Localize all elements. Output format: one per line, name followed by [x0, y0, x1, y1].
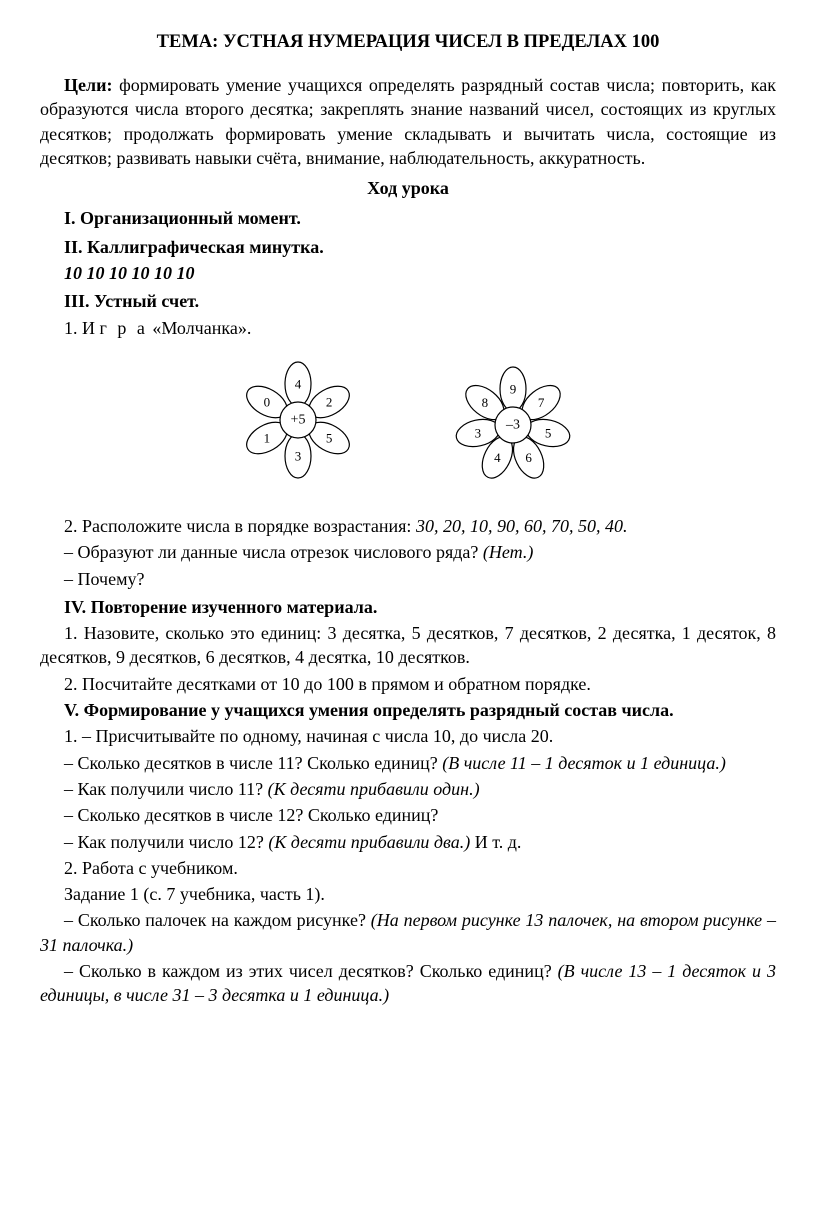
- answer: (Нет.): [483, 542, 533, 562]
- item-4-2: 2. Посчитайте десятками от 10 до 100 в п…: [40, 672, 776, 696]
- item-4-1: 1. Назовите, сколько это единиц: 3 десят…: [40, 621, 776, 670]
- flower-2: 9 756 438 –3: [433, 350, 593, 500]
- section-1: I. Организационный момент.: [40, 206, 776, 230]
- item-3-1-post: «Молчанка».: [148, 318, 251, 338]
- svg-text:+5: +5: [291, 412, 306, 427]
- svg-text:2: 2: [326, 394, 333, 409]
- section-3: III. Устный счет.: [40, 289, 776, 313]
- flowers-row: 425310+5 9756438–3: [40, 350, 776, 500]
- svg-text:8: 8: [482, 395, 489, 410]
- goals-text: формировать умение учащихся определять р…: [40, 75, 776, 168]
- item-5-q6: – Сколько в каждом из этих чисел десятко…: [40, 959, 776, 1008]
- item-5-task: Задание 1 (с. 7 учебника, часть 1).: [40, 882, 776, 906]
- flower-1: 4 2 5 3 1 0 +5: [223, 350, 373, 490]
- goals-label: Цели:: [64, 75, 112, 95]
- item-5-q1: – Сколько десятков в числе 11? Сколько е…: [40, 751, 776, 775]
- item-3-1: 1. И г р а «Молчанка».: [40, 316, 776, 340]
- item-3-1-pre: 1. И: [64, 318, 100, 338]
- svg-text:3: 3: [475, 425, 482, 440]
- q-text: – Сколько в каждом из этих чисел десятко…: [64, 961, 558, 981]
- item-3-2: 2. Расположите числа в порядке возрастан…: [40, 514, 776, 538]
- item-5-q5: – Сколько палочек на каждом рисунке? (На…: [40, 908, 776, 957]
- section-4: IV. Повторение изученного материала.: [40, 595, 776, 619]
- svg-text:0: 0: [264, 394, 271, 409]
- item-5-2: 2. Работа с учебником.: [40, 856, 776, 880]
- tail: И т. д.: [470, 832, 521, 852]
- progress-title: Ход урока: [40, 176, 776, 200]
- item-5-q3: – Сколько десятков в числе 12? Сколько е…: [40, 803, 776, 827]
- section-5: V. Формирование у учащихся умения опреде…: [40, 698, 776, 722]
- item-3-1-game: г р а: [100, 318, 148, 338]
- goals-para: Цели: формировать умение учащихся опреде…: [40, 73, 776, 170]
- svg-text:5: 5: [326, 430, 333, 445]
- answer: (К десяти прибавили два.): [268, 832, 470, 852]
- q-text: – Как получили число 11?: [64, 779, 268, 799]
- svg-text:1: 1: [264, 430, 271, 445]
- item-5-1: 1. – Присчитывайте по одному, начиная с …: [40, 724, 776, 748]
- item-5-q4: – Как получили число 12? (К десяти приба…: [40, 830, 776, 854]
- answer: (К десяти прибавили один.): [268, 779, 480, 799]
- item-3-2-q1: – Образуют ли данные числа отрезок число…: [40, 540, 776, 564]
- page-title: ТЕМА: УСТНАЯ НУМЕРАЦИЯ ЧИСЕЛ В ПРЕДЕЛАХ …: [40, 30, 776, 55]
- calligraphy-line: 10 10 10 10 10 10: [40, 261, 776, 285]
- svg-text:6: 6: [525, 450, 532, 465]
- q-text: – Как получили число 12?: [64, 832, 268, 852]
- section-2: II. Каллиграфическая минутка.: [40, 235, 776, 259]
- svg-text:5: 5: [545, 425, 552, 440]
- answer: (В числе 11 – 1 десяток и 1 единица.): [442, 753, 726, 773]
- q-text: – Сколько десятков в числе 11? Сколько е…: [64, 753, 442, 773]
- svg-text:3: 3: [295, 448, 302, 463]
- item-5-q2: – Как получили число 11? (К десяти приба…: [40, 777, 776, 801]
- item-3-2-pre: 2. Расположите числа в порядке возрастан…: [64, 516, 416, 536]
- svg-text:4: 4: [295, 376, 302, 391]
- svg-text:7: 7: [538, 395, 545, 410]
- q-text: – Образуют ли данные числа отрезок число…: [64, 542, 483, 562]
- svg-text:–3: –3: [505, 417, 520, 432]
- item-3-2-nums: 30, 20, 10, 90, 60, 70, 50, 40.: [416, 516, 628, 536]
- item-3-2-q2: – Почему?: [40, 567, 776, 591]
- svg-text:9: 9: [510, 381, 517, 396]
- q-text: – Сколько палочек на каждом рисунке?: [64, 910, 371, 930]
- svg-text:4: 4: [494, 450, 501, 465]
